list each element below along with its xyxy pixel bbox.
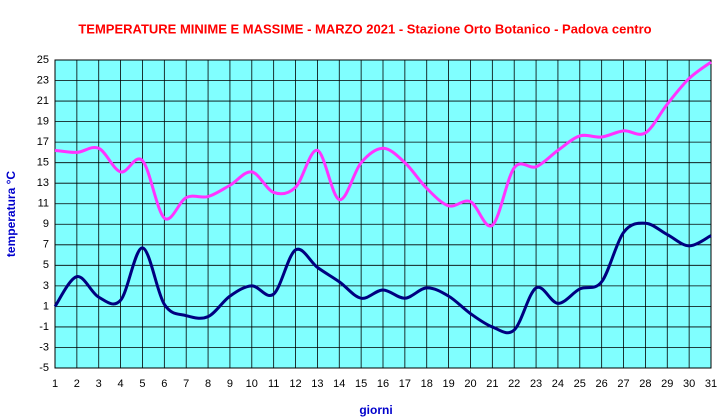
x-tick-label: 8 — [205, 378, 211, 390]
y-axis-label: temperatura °C — [4, 171, 18, 257]
y-tick-label: 15 — [37, 157, 49, 169]
x-tick-label: 26 — [596, 378, 608, 390]
x-tick-label: 27 — [617, 378, 629, 390]
x-tick-label: 15 — [355, 378, 367, 390]
y-tick-label: 19 — [37, 116, 49, 128]
x-tick-label: 11 — [268, 378, 279, 390]
x-tick-label: 9 — [227, 378, 233, 390]
y-tick-label: 9 — [43, 218, 49, 230]
x-tick-label: 6 — [161, 378, 167, 390]
x-tick-label: 2 — [74, 378, 80, 390]
x-tick-label: 28 — [639, 378, 651, 390]
y-tick-label: 11 — [38, 198, 49, 210]
x-tick-label: 29 — [661, 378, 673, 390]
x-tick-label: 17 — [399, 378, 411, 390]
data-line — [54, 60, 712, 228]
x-tick-label: 22 — [508, 378, 520, 390]
x-tick-label: 24 — [552, 378, 564, 390]
x-tick-label: 30 — [683, 378, 695, 390]
x-tick-label: 12 — [289, 378, 301, 390]
y-tick-label: 17 — [37, 136, 49, 148]
y-tick-label: 23 — [37, 74, 49, 86]
x-tick-label: 5 — [139, 378, 145, 390]
x-tick-label: 16 — [377, 378, 389, 390]
x-tick-label: 3 — [96, 378, 102, 390]
y-tick-label: -5 — [39, 362, 49, 374]
x-tick-label: 14 — [333, 378, 345, 390]
x-tick-label: 19 — [442, 378, 454, 390]
y-tick-label: 3 — [43, 280, 49, 292]
y-tick-label: 25 — [37, 54, 49, 66]
x-tick-label: 23 — [530, 378, 542, 390]
y-tick-label: -1 — [39, 321, 49, 333]
data-line — [53, 221, 712, 335]
y-tick-label: 21 — [37, 95, 49, 107]
y-tick-label: 7 — [43, 239, 49, 251]
x-tick-label: 13 — [311, 378, 323, 390]
x-tick-label: 1 — [52, 378, 58, 390]
x-tick-label: 21 — [486, 378, 498, 390]
plot-border — [54, 59, 712, 369]
chart-title: TEMPERATURE MINIME E MASSIME - MARZO 202… — [78, 21, 651, 36]
x-tick-label: 4 — [118, 378, 124, 390]
y-tick-label: 1 — [43, 300, 49, 312]
y-tick-label: -3 — [39, 341, 49, 353]
x-tick-label: 18 — [421, 378, 433, 390]
x-axis-label: giorni — [359, 403, 392, 417]
x-tick-label: 25 — [574, 378, 586, 390]
y-tick-label: 13 — [37, 177, 49, 189]
y-tick-label: 5 — [43, 259, 49, 271]
x-tick-label: 31 — [705, 378, 717, 390]
x-tick-label: 20 — [464, 378, 476, 390]
x-tick-label: 10 — [246, 378, 258, 390]
x-tick-label: 7 — [183, 378, 189, 390]
